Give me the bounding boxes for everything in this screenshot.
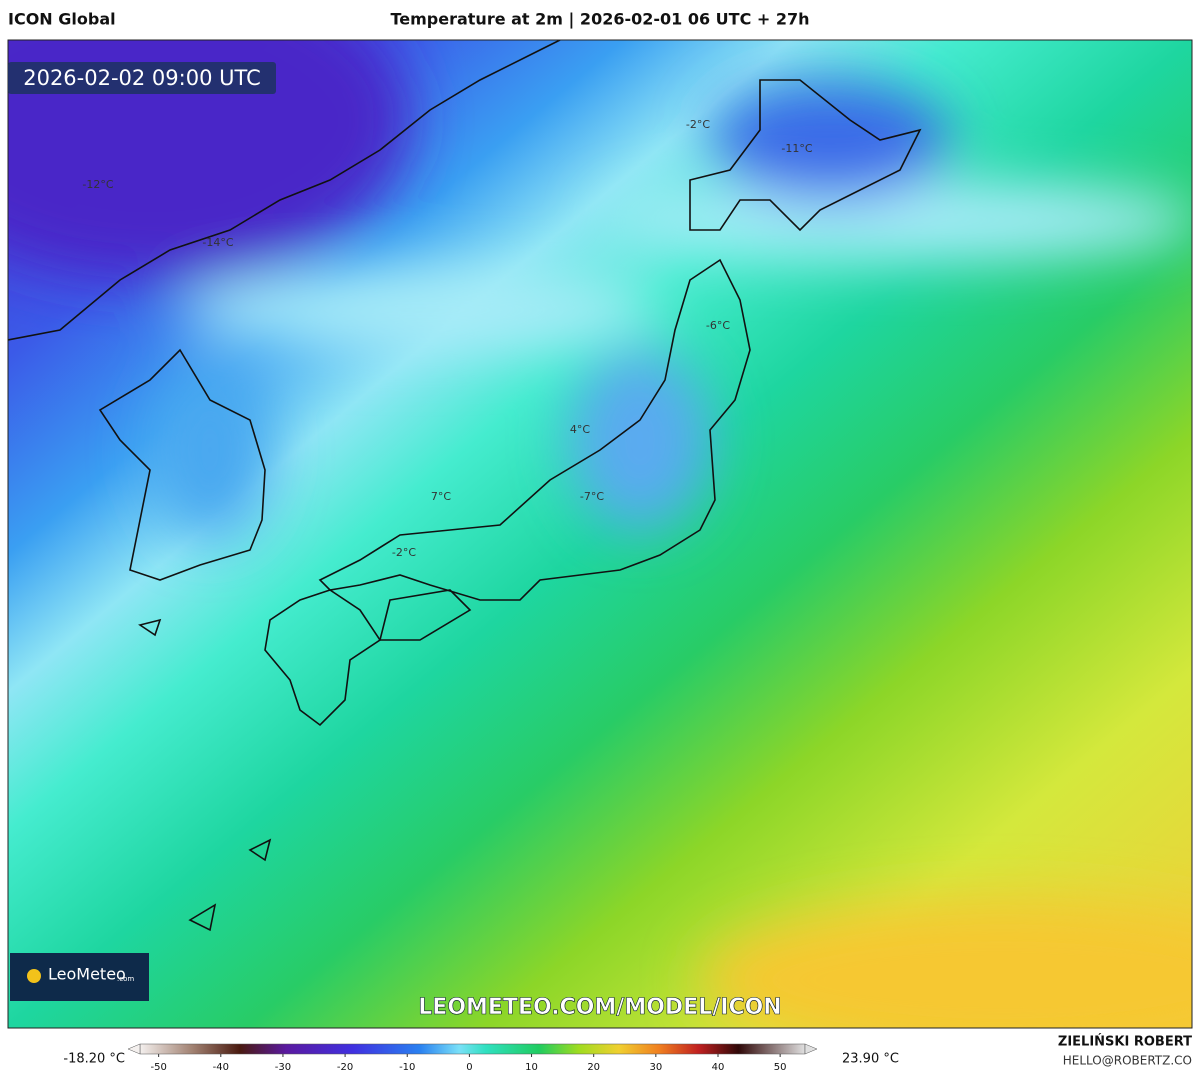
legend-max: 23.90 °C bbox=[842, 1052, 899, 1067]
colorbar-tick-label: -30 bbox=[275, 1062, 291, 1073]
colorbar-tick-label: 40 bbox=[712, 1062, 725, 1073]
isotherm-label: -2°C bbox=[392, 546, 416, 559]
colorbar-tick-label: 30 bbox=[649, 1062, 662, 1073]
colorbar bbox=[139, 1043, 806, 1055]
colorbar-tick-label: -20 bbox=[337, 1062, 353, 1073]
colorbar-arrow bbox=[127, 1043, 141, 1055]
valid-time: 2026-02-02 09:00 UTC bbox=[23, 66, 261, 90]
isotherm-label: -6°C bbox=[706, 319, 730, 332]
watermark: LEOMETEO.COM/MODEL/ICON bbox=[418, 995, 781, 1020]
colorbar-tick-label: 50 bbox=[774, 1062, 787, 1073]
coastline bbox=[8, 40, 922, 932]
isotherm-label: -12°C bbox=[82, 178, 113, 191]
logo-text: LeoMeteo bbox=[48, 965, 126, 984]
isotherm-label: 4°C bbox=[570, 423, 590, 436]
isotherm-label: -2°C bbox=[686, 118, 710, 131]
colorbar-tick-label: -40 bbox=[213, 1062, 229, 1073]
model-name: ICON Global bbox=[8, 10, 116, 29]
colorbar-tick-label: -50 bbox=[150, 1062, 166, 1073]
colorbar-tick-label: 20 bbox=[587, 1062, 600, 1073]
logo-suffix: .com bbox=[117, 975, 134, 983]
colorbar-tick-label: 0 bbox=[466, 1062, 472, 1073]
author: ZIELIŃSKI ROBERT bbox=[1058, 1034, 1192, 1050]
legend-min: -18.20 °C bbox=[63, 1052, 125, 1067]
colorbar-tick-label: -10 bbox=[399, 1062, 415, 1073]
isotherm-label: 7°C bbox=[431, 490, 451, 503]
isotherm-label: -11°C bbox=[781, 142, 812, 155]
valid-time-box bbox=[8, 62, 276, 94]
isotherm-label: -14°C bbox=[202, 236, 233, 249]
email: HELLO@ROBERTZ.CO bbox=[1063, 1054, 1192, 1068]
colorbar-arrow bbox=[804, 1043, 818, 1055]
chart-title: Temperature at 2m | 2026-02-01 06 UTC + … bbox=[390, 10, 809, 30]
logo-sun bbox=[27, 969, 41, 983]
colorbar-tick-label: 10 bbox=[525, 1062, 538, 1073]
isotherm-label: -7°C bbox=[580, 490, 604, 503]
